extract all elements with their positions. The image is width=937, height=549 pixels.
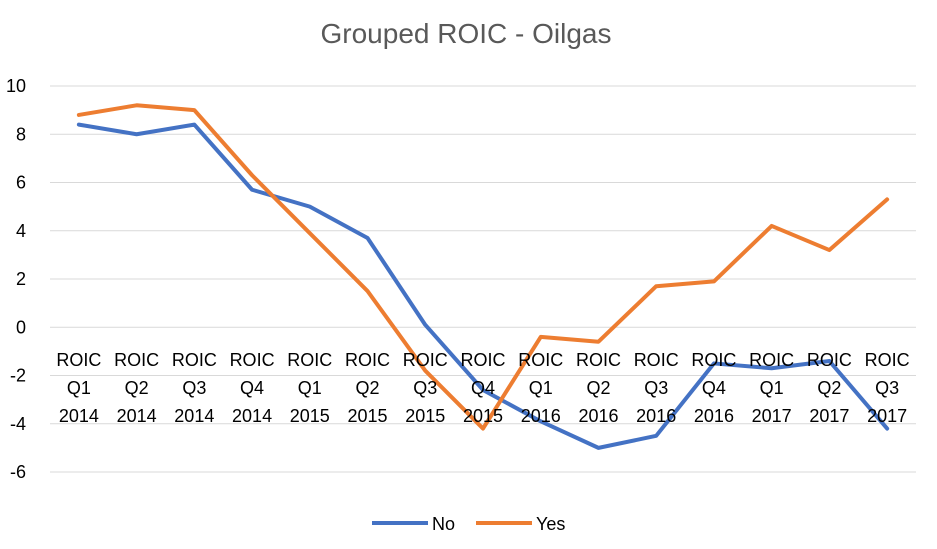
legend: No Yes: [372, 514, 565, 534]
chart-title: Grouped ROIC - Oilgas: [321, 18, 612, 49]
x-tick-label: ROIC Q1 2017: [749, 350, 794, 426]
y-tick-label: 4: [16, 221, 26, 241]
x-tick-label: ROIC Q2 2015: [345, 350, 390, 426]
x-tick-label: ROIC Q1 2014: [56, 350, 101, 426]
x-tick-label: ROIC Q4 2015: [461, 350, 506, 426]
y-tick-label: 10: [6, 76, 26, 96]
x-tick-label: ROIC Q3 2015: [403, 350, 448, 426]
y-tick-label: 2: [16, 269, 26, 289]
legend-label-yes: Yes: [536, 514, 565, 534]
x-tick-label: ROIC Q2 2014: [114, 350, 159, 426]
y-tick-label: 8: [16, 124, 26, 144]
legend-label-no: No: [432, 514, 455, 534]
x-tick-label: ROIC Q4 2016: [691, 350, 736, 426]
y-tick-label: 6: [16, 173, 26, 193]
y-tick-label: -4: [10, 414, 26, 434]
series-line-yes: [76, 103, 890, 431]
y-tick-label: -2: [10, 366, 26, 386]
x-tick-label: ROIC Q3 2017: [865, 350, 910, 426]
x-tick-label: ROIC Q1 2016: [518, 350, 563, 426]
x-tick-label: ROIC Q2 2017: [807, 350, 852, 426]
x-axis-tick-labels: ROIC Q1 2014 ROIC Q2 2014 ROIC Q3 2014 ROIC Q4 2014…: [56, 350, 909, 426]
series-lines: [76, 103, 890, 450]
gridlines: [50, 85, 916, 473]
x-tick-label: ROIC Q4 2014: [230, 350, 275, 426]
x-tick-label: ROIC Q1 2015: [287, 350, 332, 426]
x-tick-label: ROIC Q2 2016: [576, 350, 621, 426]
y-axis-tick-labels: -6 -4 -2 0 2 4 6 8 10: [6, 76, 26, 482]
y-tick-label: 0: [16, 317, 26, 337]
series-line-no: [76, 122, 890, 450]
y-tick-label: -6: [10, 462, 26, 482]
x-tick-label: ROIC Q3 2014: [172, 350, 217, 426]
x-tick-label: ROIC Q3 2016: [634, 350, 679, 426]
